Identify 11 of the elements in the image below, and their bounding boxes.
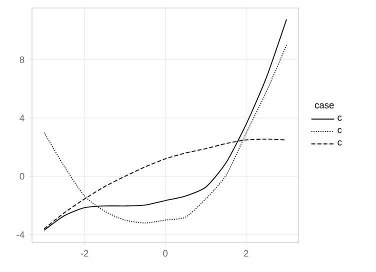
y-tick-label: 0 [20, 173, 24, 180]
x-tick-label: -2 [80, 250, 88, 257]
legend-label: c [338, 140, 342, 146]
legend-label: c [338, 128, 342, 134]
y-tick-label: -4 [16, 231, 24, 238]
x-tick-label: 0 [163, 250, 168, 257]
y-tick-label: 8 [20, 56, 24, 64]
legend-title: case [314, 103, 334, 108]
legend-label: c [338, 116, 342, 121]
y-tick-label: 4 [20, 114, 24, 122]
x-tick-label: 2 [244, 250, 248, 257]
